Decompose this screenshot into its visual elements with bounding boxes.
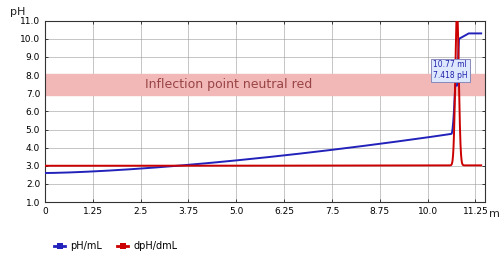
Legend: pH/mL, dpH/dmL: pH/mL, dpH/dmL: [50, 238, 182, 255]
Text: mL: mL: [490, 209, 500, 219]
Text: Inflection point neutral red: Inflection point neutral red: [145, 78, 312, 91]
Text: pH: pH: [10, 7, 25, 17]
Bar: [45, 74, 485, 95]
Text: 10.77 ml
7.418 pH: 10.77 ml 7.418 pH: [434, 60, 468, 80]
